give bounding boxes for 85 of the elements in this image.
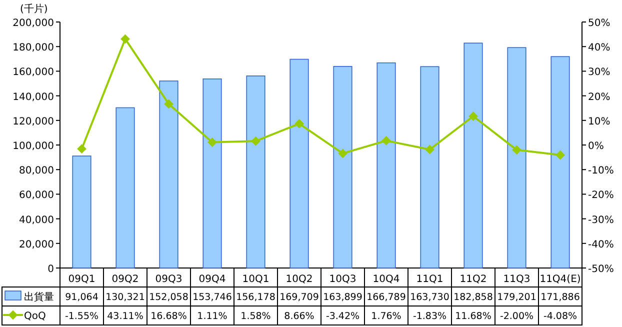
bar xyxy=(376,62,396,268)
bar xyxy=(116,107,135,268)
point xyxy=(556,150,565,160)
data-label: 171,886 xyxy=(540,292,580,303)
x-tick-label: 09Q4 xyxy=(198,274,226,285)
y2-tick-label: -10% xyxy=(588,166,614,177)
data-label: 156,178 xyxy=(236,292,276,303)
point xyxy=(382,136,391,146)
data-label: -2.00% xyxy=(500,311,534,322)
bar xyxy=(507,47,526,268)
y-tick-label: 60,000 xyxy=(19,190,54,202)
y-tick-label: 180,000 xyxy=(12,42,54,54)
y2-tick-label: 10% xyxy=(588,116,610,128)
y2-tick-label: -40% xyxy=(588,239,614,250)
point xyxy=(425,145,434,154)
y-tick-label: 200,000 xyxy=(12,18,54,29)
data-label: 11.68% xyxy=(455,311,492,322)
data-label: 1.76% xyxy=(371,311,402,322)
x-tick-label: 10Q2 xyxy=(286,274,313,285)
y-tick-label: 160,000 xyxy=(12,67,54,78)
data-label: 163,730 xyxy=(410,292,450,303)
point xyxy=(294,119,304,128)
y-tick-label: 100,000 xyxy=(12,141,54,152)
point xyxy=(208,138,217,147)
bar xyxy=(159,80,178,268)
bar xyxy=(290,58,309,268)
point xyxy=(251,136,260,146)
data-label: 169,709 xyxy=(280,292,319,303)
y-tick-label: 80,000 xyxy=(19,166,54,177)
data-label: 1.58% xyxy=(240,311,271,322)
y-axis-title: (千片) xyxy=(20,3,48,15)
x-tick-label: 10Q3 xyxy=(329,274,356,285)
data-label: 130,321 xyxy=(106,292,145,303)
bar xyxy=(202,78,222,268)
x-tick-label: 11Q4(E) xyxy=(540,274,581,285)
data-label: 153,746 xyxy=(192,292,232,303)
y2-tick-label: -20% xyxy=(588,190,614,202)
point xyxy=(120,34,130,44)
y-tick-label: 20,000 xyxy=(19,239,54,250)
y2-tick-label: 50% xyxy=(588,18,610,29)
data-label: 163,899 xyxy=(323,292,362,303)
y2-tick-label: 0% xyxy=(588,141,604,152)
data-label: 8.66% xyxy=(284,311,314,322)
x-tick-label: 10Q1 xyxy=(242,274,270,285)
data-label: -1.83% xyxy=(412,311,447,322)
point xyxy=(512,145,522,154)
data-label: 91,064 xyxy=(65,292,98,303)
y-tick-label: 40,000 xyxy=(19,214,54,226)
bar xyxy=(464,42,483,268)
y2-tick-label: -50% xyxy=(588,264,614,275)
data-label: 1.11% xyxy=(197,311,228,322)
data-label: 179,201 xyxy=(497,292,536,303)
legend-label: 出貨量 xyxy=(24,291,54,303)
point xyxy=(77,144,86,154)
data-label: 43.11% xyxy=(107,311,144,322)
y2-tick-label: -30% xyxy=(588,214,614,226)
y2-tick-label: 30% xyxy=(588,67,610,78)
y2-tick-label: 20% xyxy=(588,92,610,103)
legend-label: QoQ xyxy=(24,311,46,322)
y2-tick-label: 40% xyxy=(588,42,610,54)
point xyxy=(468,112,478,121)
x-tick-label: 11Q3 xyxy=(503,274,530,285)
data-label: 182,858 xyxy=(454,292,493,303)
data-label: -4.08% xyxy=(543,311,578,322)
bar xyxy=(246,76,266,268)
bar xyxy=(72,156,92,268)
x-tick-label: 11Q2 xyxy=(460,274,487,285)
y-tick-label: 140,000 xyxy=(12,92,54,103)
data-label: 166,789 xyxy=(366,292,406,303)
bar xyxy=(550,56,570,268)
point xyxy=(338,148,348,158)
data-label: -3.42% xyxy=(326,311,360,322)
x-tick-label: 09Q2 xyxy=(112,274,139,285)
bar xyxy=(420,66,440,268)
data-label: 16.68% xyxy=(150,311,187,322)
bar xyxy=(333,66,352,268)
point xyxy=(164,99,174,108)
y-tick-label: 120,000 xyxy=(12,116,54,128)
x-tick-label: 09Q3 xyxy=(155,274,182,285)
data-label: -1.55% xyxy=(64,311,99,322)
x-tick-label: 09Q1 xyxy=(68,274,96,285)
x-tick-label: 11Q1 xyxy=(416,274,444,285)
data-label: 152,058 xyxy=(149,292,188,303)
x-tick-label: 10Q4 xyxy=(372,274,400,285)
y-tick-label: 0 xyxy=(48,264,54,275)
